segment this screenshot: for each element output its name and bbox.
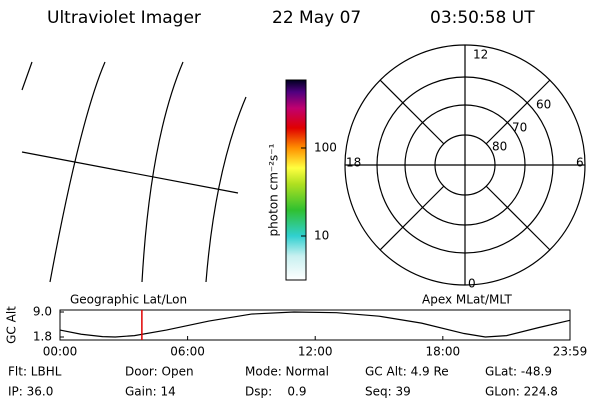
mlt-label: 6 [576, 156, 584, 170]
mlt-label: 12 [473, 48, 488, 62]
timeline: 9.0 1.800:00 06:00 12:00 18:00 23:59 [33, 305, 587, 359]
status-field: Dsp: 0.9 [245, 385, 307, 399]
status-field: GC Alt: 4.9 Re [365, 365, 449, 379]
timeline-ylabel: GC Alt [5, 306, 19, 344]
lat-label: 80 [492, 140, 507, 154]
polar-grid [344, 44, 586, 286]
timeline-right-title: Apex MLat/MLT [422, 293, 512, 307]
status-field: IP: 36.0 [8, 385, 53, 399]
mlt-label: 18 [346, 156, 361, 170]
status-field: GLon: 224.8 [485, 385, 558, 399]
map-grid [21, 61, 247, 283]
title: Ultraviolet Imager [47, 8, 201, 28]
status-field: GLat: -48.9 [485, 365, 552, 379]
time: 03:50:58 UT [430, 8, 535, 28]
y-tick-label: 9.0 [33, 305, 52, 319]
x-tick-label: 23:59 [553, 345, 588, 359]
colorbar-tick: 10 [314, 229, 329, 243]
x-tick-label: 18:00 [426, 345, 461, 359]
mlt-label: 0 [468, 277, 476, 291]
timeline-left-title: Geographic Lat/Lon [70, 293, 187, 307]
x-tick-label: 12:00 [298, 345, 333, 359]
status-field: Door: Open [125, 365, 194, 379]
x-tick-label: 06:00 [170, 345, 205, 359]
status-field: Flt: LBHL [8, 365, 62, 379]
status-field: Gain: 14 [125, 385, 176, 399]
date: 22 May 07 [272, 8, 361, 28]
x-tick-label: 00:00 [43, 345, 78, 359]
status-bar: Flt: LBHL Door: Open Mode: Normal GC Alt: 4… [8, 365, 558, 399]
colorbar-tick: 100 [314, 141, 337, 155]
colorbar-label: photon cm⁻²s⁻¹ [267, 143, 281, 236]
lat-label: 60 [536, 98, 551, 112]
altitude-curve [59, 311, 571, 338]
y-tick-label: 1.8 [33, 330, 52, 344]
lat-label: 70 [512, 121, 527, 135]
colorbar [285, 79, 307, 281]
status-field: Mode: Normal [245, 365, 329, 379]
status-field: Seq: 39 [365, 385, 411, 399]
